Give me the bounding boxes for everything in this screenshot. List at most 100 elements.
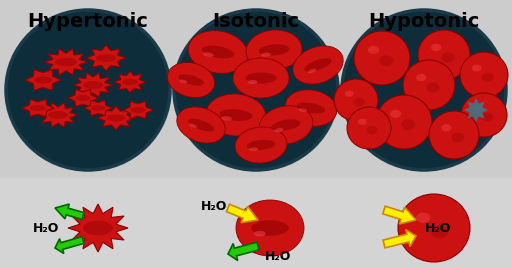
Ellipse shape — [261, 53, 271, 57]
Ellipse shape — [416, 213, 431, 223]
Ellipse shape — [418, 30, 470, 80]
Ellipse shape — [358, 118, 367, 125]
Ellipse shape — [461, 93, 507, 137]
Ellipse shape — [473, 105, 482, 112]
Ellipse shape — [482, 73, 494, 82]
Polygon shape — [86, 45, 126, 71]
Text: H₂O: H₂O — [265, 250, 291, 262]
Ellipse shape — [83, 81, 103, 89]
Ellipse shape — [293, 46, 343, 84]
Ellipse shape — [297, 103, 325, 113]
Ellipse shape — [203, 52, 214, 57]
Ellipse shape — [167, 62, 215, 98]
Ellipse shape — [30, 105, 46, 111]
Ellipse shape — [305, 58, 332, 72]
Ellipse shape — [426, 83, 439, 92]
Polygon shape — [44, 49, 88, 75]
Ellipse shape — [55, 58, 77, 66]
Ellipse shape — [246, 73, 276, 84]
FancyArrow shape — [228, 242, 259, 260]
Ellipse shape — [178, 74, 204, 86]
Polygon shape — [68, 204, 128, 252]
Ellipse shape — [259, 106, 313, 144]
Ellipse shape — [236, 200, 304, 256]
Ellipse shape — [220, 109, 252, 121]
Ellipse shape — [431, 225, 449, 238]
Polygon shape — [97, 106, 135, 130]
Ellipse shape — [259, 44, 289, 56]
Ellipse shape — [271, 119, 301, 131]
Bar — [0, 0, 512, 178]
Ellipse shape — [308, 69, 316, 73]
Polygon shape — [464, 98, 488, 122]
Ellipse shape — [249, 147, 258, 151]
Ellipse shape — [221, 116, 232, 121]
Polygon shape — [38, 103, 78, 127]
Polygon shape — [73, 73, 113, 97]
Text: Hypotonic: Hypotonic — [368, 12, 480, 31]
Ellipse shape — [452, 133, 464, 142]
FancyArrow shape — [383, 206, 416, 224]
Ellipse shape — [188, 124, 197, 128]
Ellipse shape — [248, 80, 258, 84]
Ellipse shape — [429, 111, 479, 159]
Ellipse shape — [188, 118, 214, 131]
Ellipse shape — [6, 10, 170, 170]
Ellipse shape — [441, 53, 455, 62]
Ellipse shape — [235, 127, 287, 163]
Ellipse shape — [188, 31, 248, 73]
Ellipse shape — [472, 65, 482, 72]
Ellipse shape — [131, 107, 145, 113]
Ellipse shape — [91, 105, 105, 111]
Ellipse shape — [122, 79, 138, 85]
Polygon shape — [84, 100, 112, 116]
Ellipse shape — [233, 58, 289, 98]
Polygon shape — [22, 99, 54, 117]
Text: H₂O: H₂O — [425, 221, 451, 234]
Text: H₂O: H₂O — [201, 199, 227, 213]
Ellipse shape — [460, 52, 508, 98]
Ellipse shape — [96, 54, 116, 62]
Ellipse shape — [379, 55, 393, 66]
Text: Isotonic: Isotonic — [212, 12, 300, 31]
Ellipse shape — [401, 119, 415, 130]
Ellipse shape — [354, 31, 410, 85]
Ellipse shape — [441, 124, 452, 131]
Ellipse shape — [48, 111, 68, 119]
Ellipse shape — [251, 220, 289, 236]
Ellipse shape — [75, 95, 91, 101]
FancyArrow shape — [226, 204, 258, 223]
Polygon shape — [114, 71, 146, 93]
Ellipse shape — [202, 46, 234, 58]
Ellipse shape — [398, 194, 470, 262]
Ellipse shape — [334, 79, 378, 121]
Ellipse shape — [246, 30, 302, 70]
FancyArrow shape — [55, 204, 84, 219]
Ellipse shape — [285, 90, 337, 126]
Ellipse shape — [390, 110, 401, 118]
Ellipse shape — [274, 128, 283, 132]
Ellipse shape — [342, 10, 506, 170]
Ellipse shape — [206, 94, 266, 136]
Ellipse shape — [83, 221, 113, 235]
Polygon shape — [25, 70, 61, 90]
Text: Hypertonic: Hypertonic — [28, 12, 148, 31]
Text: H₂O: H₂O — [33, 221, 59, 234]
Ellipse shape — [416, 74, 426, 81]
Ellipse shape — [34, 76, 52, 84]
Ellipse shape — [106, 114, 125, 122]
Ellipse shape — [376, 95, 432, 149]
Polygon shape — [123, 101, 153, 119]
Ellipse shape — [403, 60, 455, 110]
Ellipse shape — [345, 91, 354, 97]
Ellipse shape — [354, 98, 365, 106]
Ellipse shape — [174, 10, 338, 170]
Ellipse shape — [247, 140, 275, 150]
Ellipse shape — [367, 126, 378, 134]
Ellipse shape — [368, 46, 379, 54]
Ellipse shape — [254, 231, 266, 236]
FancyArrow shape — [55, 237, 84, 254]
Polygon shape — [68, 89, 98, 107]
Ellipse shape — [177, 107, 225, 143]
FancyArrow shape — [383, 229, 416, 248]
